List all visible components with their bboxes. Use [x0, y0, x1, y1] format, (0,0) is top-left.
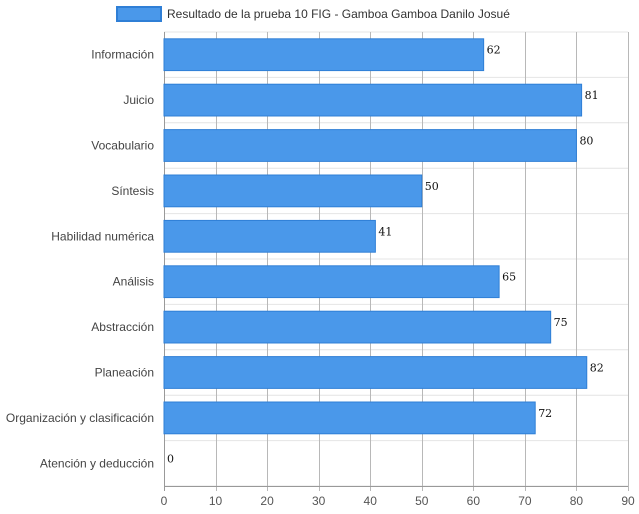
bar-value-label: 50 [425, 180, 439, 193]
x-tick-label: 50 [415, 494, 429, 508]
x-tick-label: 60 [467, 494, 481, 508]
legend[interactable]: Resultado de la prueba 10 FIG - Gamboa G… [116, 6, 510, 22]
legend-series-label: Resultado de la prueba 10 FIG - Gamboa G… [167, 7, 510, 21]
bar-value-label: 80 [579, 135, 593, 148]
x-tick-label: 20 [260, 494, 274, 508]
bars [163, 38, 588, 435]
legend-swatch [116, 6, 162, 22]
bar[interactable] [163, 38, 485, 72]
category-label: Habilidad numérica [51, 229, 154, 243]
bar-value-label: 75 [554, 316, 568, 329]
category-labels: Información Juicio Vocabulario Síntesis Habi… [6, 48, 154, 471]
category-label: Juicio [123, 93, 154, 107]
bar[interactable] [163, 174, 423, 208]
category-label: Planeación [95, 366, 154, 380]
category-label: Información [91, 48, 154, 62]
x-tick-label: 70 [518, 494, 532, 508]
bar[interactable] [163, 265, 500, 299]
category-label: Atención y deducción [40, 456, 154, 470]
x-tick-label: 90 [621, 494, 635, 508]
bar-value-label: 62 [487, 44, 501, 57]
category-label: Abstracción [91, 320, 154, 334]
bar[interactable] [163, 83, 583, 117]
x-tick-label: 30 [312, 494, 326, 508]
bar-value-label: 0 [167, 452, 174, 465]
value-labels: 62 81 80 50 41 65 75 82 72 0 [167, 44, 604, 466]
bar[interactable] [163, 129, 577, 162]
category-label: Organización y clasificación [6, 411, 154, 425]
x-tick-label: 40 [364, 494, 378, 508]
bar-value-label: 41 [378, 225, 392, 238]
bar[interactable] [163, 401, 536, 435]
x-tick-label: 10 [209, 494, 223, 508]
category-label: Síntesis [111, 184, 154, 198]
bar[interactable] [163, 310, 552, 344]
bar-value-label: 65 [502, 271, 516, 284]
x-tick-label: 0 [161, 494, 168, 508]
x-axis-ticks: 0 10 20 30 40 50 60 70 80 90 [161, 494, 635, 508]
bar-value-label: 81 [585, 89, 599, 102]
bar-value-label: 72 [538, 407, 552, 420]
bar-value-label: 82 [590, 362, 604, 375]
bar[interactable] [163, 219, 376, 253]
category-label: Vocabulario [91, 139, 154, 153]
category-label: Análisis [113, 275, 154, 289]
x-tick-label: 80 [570, 494, 584, 508]
bar[interactable] [163, 356, 588, 389]
